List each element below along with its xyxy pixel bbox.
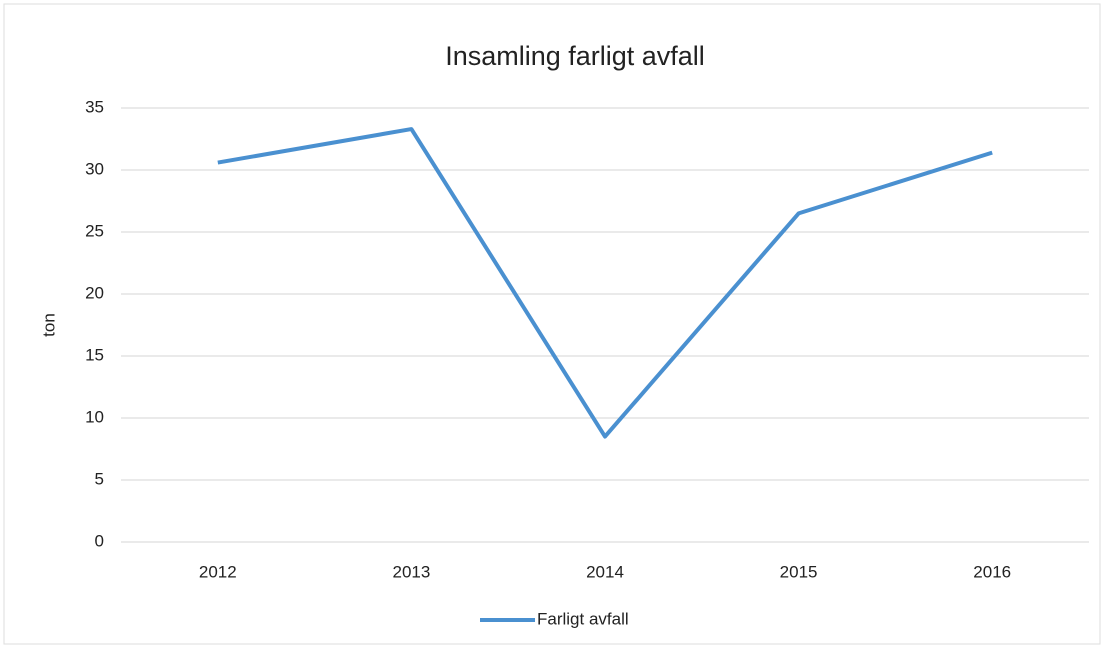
x-tick-label: 2016 [973, 562, 1011, 581]
y-tick-label: 30 [85, 159, 104, 178]
x-tick-label: 2015 [780, 562, 818, 581]
y-tick-label: 15 [85, 345, 104, 364]
y-tick-label: 20 [85, 283, 104, 302]
y-tick-label: 25 [85, 221, 104, 240]
x-tick-label: 2012 [199, 562, 237, 581]
x-tick-label: 2014 [586, 562, 624, 581]
y-tick-label: 10 [85, 407, 104, 426]
y-axis-label: ton [39, 313, 58, 337]
legend-label: Farligt avfall [537, 609, 629, 628]
y-tick-label: 5 [95, 469, 104, 488]
x-tick-label: 2013 [392, 562, 430, 581]
chart-title: Insamling farligt avfall [445, 41, 705, 71]
y-tick-label: 0 [95, 531, 104, 550]
chart-frame [3, 3, 1101, 645]
data-line [217, 127, 993, 439]
y-tick-label: 35 [85, 97, 104, 116]
